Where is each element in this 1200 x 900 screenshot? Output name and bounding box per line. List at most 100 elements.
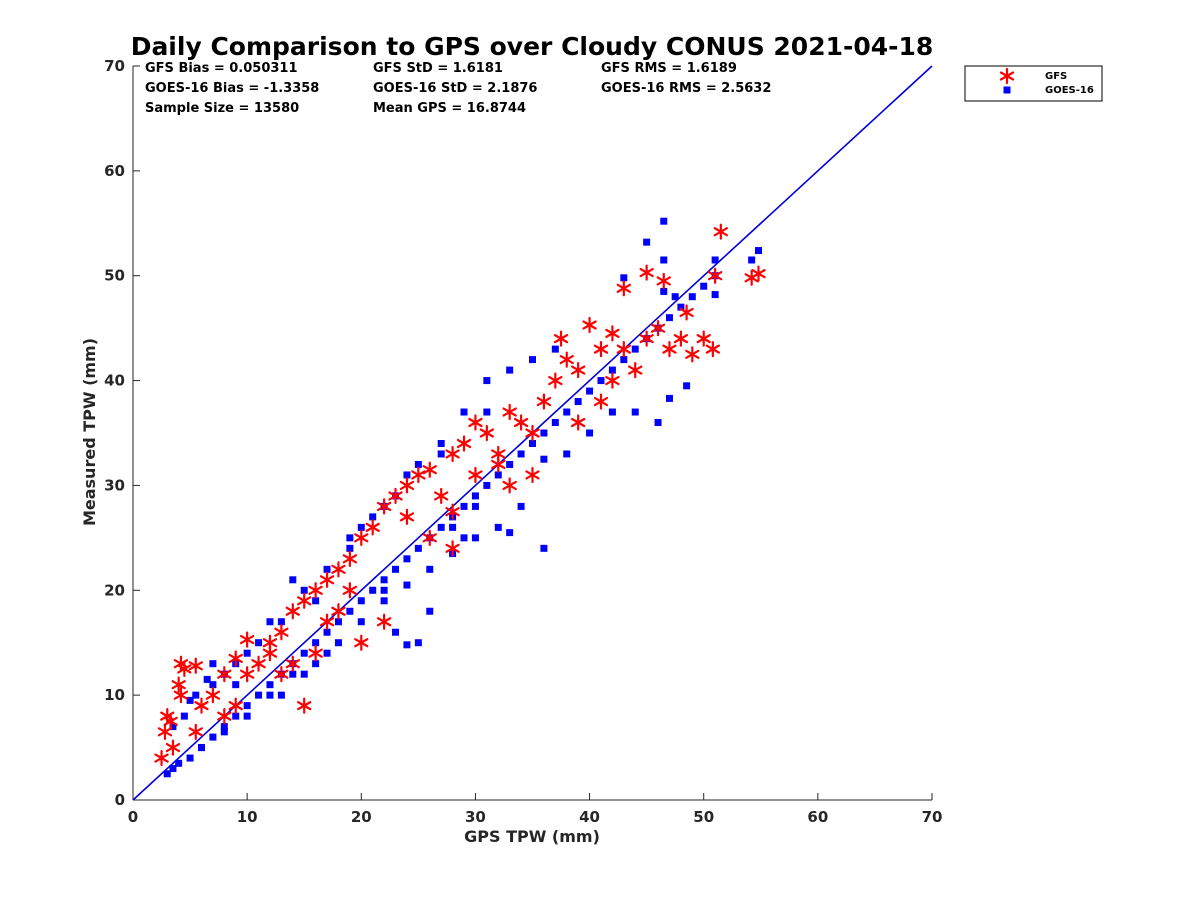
goes-16-point — [631, 345, 639, 353]
goes-16-point — [369, 586, 377, 594]
gfs-point — [217, 666, 232, 683]
stat-goes-std: GOES-16 StD = 2.1876 — [373, 81, 537, 96]
goes-16-point — [312, 639, 320, 647]
goes-16-point — [357, 618, 365, 626]
gfs-point — [685, 346, 700, 363]
x-tick-label: 50 — [693, 808, 714, 826]
goes-16-point — [277, 691, 285, 699]
goes-16-point — [243, 649, 251, 657]
gfs-point — [456, 435, 472, 452]
series-gfs — [154, 223, 766, 767]
goes-16-point — [312, 597, 320, 605]
goes-16-point — [540, 429, 548, 437]
goes-16-point — [209, 733, 217, 741]
gfs-point — [582, 316, 597, 334]
gfs-point — [297, 697, 312, 714]
gfs-point — [616, 341, 631, 358]
goes-16-point — [169, 765, 177, 773]
legend: GFS GOES-16 — [964, 65, 1103, 102]
gfs-point — [411, 466, 426, 484]
gfs-point — [479, 424, 495, 442]
goes-16-point — [392, 628, 400, 636]
goes-16-point — [243, 712, 251, 720]
goes-16-point — [426, 607, 434, 615]
gfs-point — [354, 634, 369, 651]
gfs-point — [308, 645, 323, 662]
goes-16-point — [197, 744, 205, 752]
goes-16-point — [437, 439, 445, 447]
gfs-point — [616, 280, 631, 297]
goes-16-point — [483, 408, 491, 416]
gfs-point — [399, 477, 415, 494]
gfs-point — [593, 393, 609, 410]
stat-gfs-rms: GFS RMS = 1.6189 — [601, 61, 737, 76]
goes-16-point — [289, 576, 297, 584]
gfs-point — [445, 445, 460, 463]
gfs-point — [251, 655, 266, 672]
goes-16-point — [209, 660, 217, 668]
goes-16-point — [563, 450, 571, 458]
y-tick-label: 60 — [104, 162, 125, 180]
gfs-point — [422, 529, 437, 546]
goes-16-point — [660, 256, 668, 264]
goes-16-point — [677, 303, 685, 311]
gfs-point — [639, 330, 654, 347]
gfs-point — [536, 393, 552, 410]
gfs-point — [605, 325, 620, 342]
goes-16-point — [426, 565, 434, 573]
y-tick-label: 50 — [104, 267, 125, 285]
goes-16-point — [665, 314, 673, 322]
goes-16-point — [357, 597, 365, 605]
goes-16-point — [517, 502, 525, 510]
goes-16-point — [209, 681, 217, 689]
goes-16-point — [654, 419, 662, 427]
goes-16-point — [369, 513, 377, 521]
gfs-point — [274, 666, 289, 683]
goes-16-point — [643, 238, 651, 246]
goes-16-point — [300, 670, 308, 678]
goes-16-point — [266, 618, 274, 626]
y-tick-label: 0 — [115, 791, 125, 809]
gfs-point — [188, 723, 203, 740]
goes-16-point — [243, 702, 251, 710]
gfs-point — [319, 571, 335, 588]
goes-16-point — [506, 529, 514, 537]
goes-16-point — [266, 681, 274, 689]
goes-16-point — [620, 356, 628, 364]
x-axis-label: GPS TPW (mm) — [464, 827, 600, 846]
goes-16-point — [755, 247, 763, 255]
legend-goes-label: GOES-16 — [1045, 85, 1094, 96]
gfs-point — [713, 223, 728, 240]
chart-title: Daily Comparison to GPS over Cloudy CONU… — [131, 32, 934, 61]
gfs-point — [553, 330, 569, 347]
gfs-point — [354, 529, 369, 546]
gfs-point — [297, 592, 312, 609]
goes-16-point — [471, 502, 479, 510]
gfs-point — [502, 403, 517, 421]
y-tick-label: 40 — [104, 372, 125, 390]
goes-16-point — [683, 382, 691, 390]
goes-16-point — [460, 408, 468, 416]
gfs-point — [639, 264, 654, 281]
goes-16-point — [266, 691, 274, 699]
y-tick-label: 70 — [104, 57, 125, 75]
goes-16-point — [620, 274, 628, 282]
goes-16-point — [255, 691, 263, 699]
x-tick-label: 20 — [351, 808, 372, 826]
goes-16-point — [220, 723, 228, 731]
goes-16-point — [163, 770, 171, 778]
goes-16-point — [483, 481, 491, 489]
goes-16-point — [660, 287, 668, 295]
gfs-point — [548, 372, 563, 389]
goes-16-point — [529, 439, 536, 447]
gfs-point — [570, 414, 586, 431]
stat-mean-gps: Mean GPS = 16.8744 — [373, 101, 526, 116]
stat-sample-size: Sample Size = 13580 — [145, 101, 299, 116]
goes-16-point — [289, 670, 297, 678]
gfs-point — [525, 424, 540, 442]
y-tick-label: 30 — [104, 476, 125, 494]
gfs-point — [445, 503, 460, 520]
gfs-point — [525, 466, 540, 484]
y-axis-label: Measured TPW (mm) — [80, 338, 99, 526]
goes-16-point — [414, 460, 422, 468]
